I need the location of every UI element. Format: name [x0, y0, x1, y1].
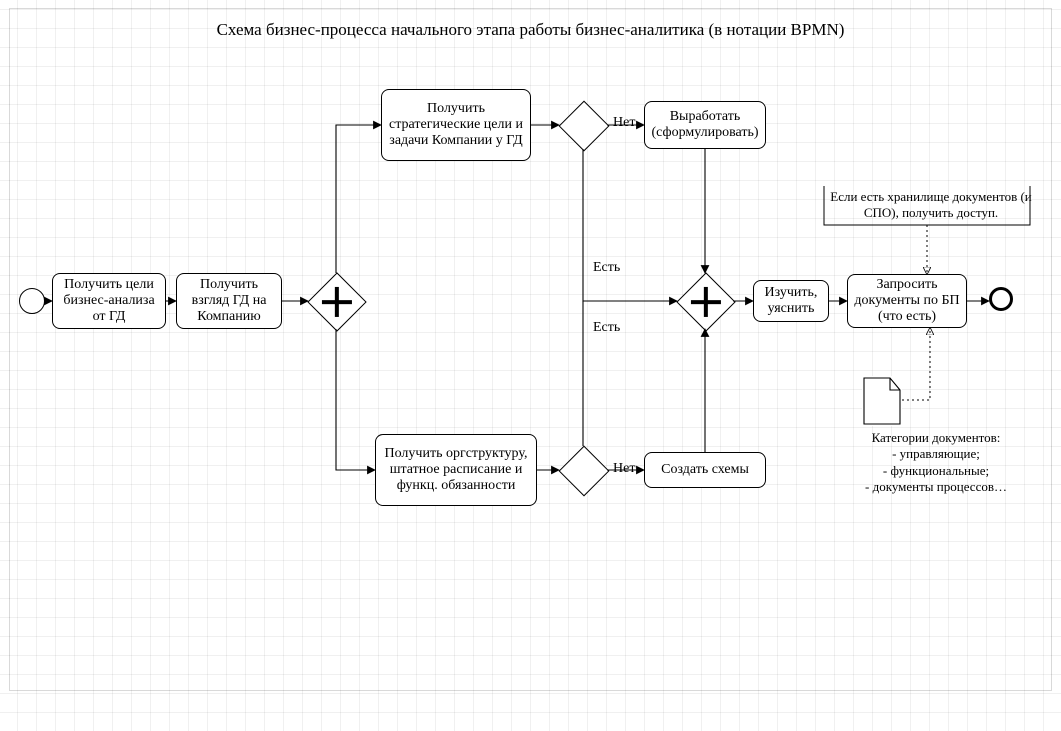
document-icon — [862, 376, 902, 426]
annotation-line: - управляющие; — [836, 446, 1036, 462]
start-event — [19, 288, 45, 314]
task-get-strategic-goals: Получить стратегические цели и задачи Ко… — [381, 89, 531, 161]
task-get-analysis-goals: Получить цели бизнес-анализа от ГД — [52, 273, 166, 329]
task-get-ceo-view: Получить взгляд ГД на Компанию — [176, 273, 282, 329]
annotation-text: Если есть хранилище документов (и СПО), … — [830, 189, 1032, 220]
task-label: Запросить документы по БП (что есть) — [854, 277, 960, 325]
task-label: Получить взгляд ГД на Компанию — [183, 277, 275, 325]
task-study: Изучить, уяснить — [753, 280, 829, 322]
edge-label-no-bottom: Нет — [613, 461, 635, 477]
diagram-title: Схема бизнес-процесса начального этапа р… — [0, 20, 1061, 40]
edge-label-no-top: Нет — [613, 115, 635, 131]
annotation-bottom: Категории документов: - управляющие; - ф… — [836, 430, 1036, 495]
task-label: Получить цели бизнес-анализа от ГД — [59, 277, 159, 325]
annotation-header: Категории документов: — [836, 430, 1036, 446]
task-label: Выработать (сформулировать) — [651, 109, 759, 141]
task-formulate: Выработать (сформулировать) — [644, 101, 766, 149]
task-label: Создать схемы — [661, 462, 749, 478]
annotation-line: - документы процессов… — [836, 479, 1036, 495]
edge-label-yes-top: Есть — [593, 260, 620, 276]
task-create-schemes: Создать схемы — [644, 452, 766, 488]
task-label: Получить оргструктуру, штатное расписани… — [382, 446, 530, 494]
annotation-line: - функциональные; — [836, 463, 1036, 479]
task-label: Изучить, уяснить — [760, 285, 822, 317]
task-request-documents: Запросить документы по БП (что есть) — [847, 274, 967, 328]
edge-label-yes-bottom: Есть — [593, 320, 620, 336]
task-get-orgstructure: Получить оргструктуру, штатное расписани… — [375, 434, 537, 506]
task-label: Получить стратегические цели и задачи Ко… — [388, 101, 524, 149]
end-event — [989, 287, 1013, 311]
annotation-top: Если есть хранилище документов (и СПО), … — [826, 189, 1036, 222]
